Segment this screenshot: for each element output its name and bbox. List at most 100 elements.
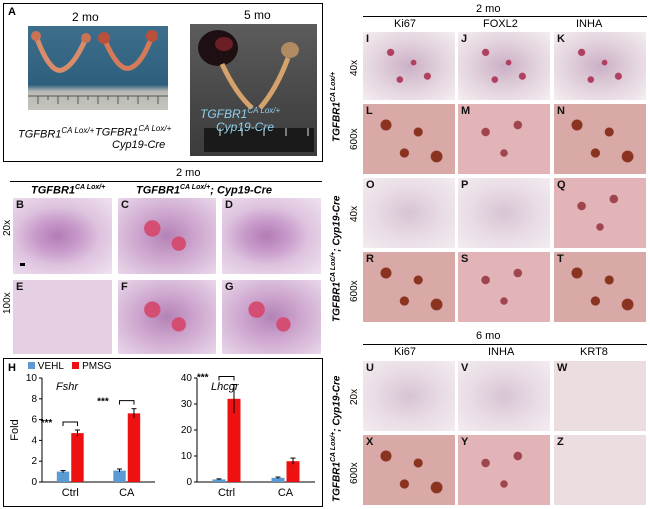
micrograph-e: E bbox=[13, 280, 112, 354]
micrograph-q: Q bbox=[554, 178, 646, 248]
chart-fshr: 0 2 4 6 8 10 Fshr Fold Ctrl *** CA *** bbox=[9, 373, 155, 499]
micrograph-v: V bbox=[458, 361, 550, 431]
bar-pmsg-ctrl bbox=[227, 398, 241, 482]
bar-pmsg-ca bbox=[127, 413, 141, 482]
uterus-illustration bbox=[28, 30, 168, 104]
photo-2mo-ovaries bbox=[28, 26, 168, 110]
micrograph-u: U bbox=[363, 361, 455, 431]
mag-600x-a: 600x bbox=[349, 128, 360, 150]
panel-a-age-right: 5 mo bbox=[244, 8, 271, 22]
marker-foxl2-top: FOXL2 bbox=[483, 18, 518, 30]
micrograph-z: Z bbox=[554, 435, 646, 505]
micrograph-o: O bbox=[363, 178, 455, 248]
mag-40x-b: 40x bbox=[349, 205, 360, 222]
panel-a-frame bbox=[3, 3, 323, 162]
micrograph-j: J bbox=[458, 32, 550, 100]
micrograph-x: X bbox=[363, 435, 455, 505]
significance-bracket bbox=[218, 376, 235, 381]
y-tick-label: 10 bbox=[26, 373, 38, 384]
panel-ik-age: 2 mo bbox=[476, 3, 501, 15]
y-tick-label: 20 bbox=[181, 425, 193, 436]
y-tick-label: 6 bbox=[31, 415, 37, 426]
panel-h-frame bbox=[3, 358, 323, 507]
significance-bracket bbox=[62, 421, 78, 426]
panel-a-geno-mid-cre: Cyp19-Cre bbox=[112, 139, 166, 151]
photo-5mo-caption: TGFBR1CA Lox/+ bbox=[200, 106, 281, 121]
micrograph-l: L bbox=[363, 104, 455, 174]
bar-vehl-ctrl bbox=[212, 479, 226, 482]
marker-krt8-bottom: KRT8 bbox=[580, 346, 608, 358]
panel-a-age-left: 2 mo bbox=[72, 10, 99, 24]
panel-bg-geno-left: TGFBR1CA Lox/+ bbox=[31, 184, 106, 197]
significance-stars: *** bbox=[197, 373, 209, 384]
panel-bg-age: 2 mo bbox=[176, 167, 201, 179]
micrograph-p: P bbox=[458, 178, 550, 248]
x-tick-label: Ctrl bbox=[62, 487, 79, 499]
micrograph-g: G bbox=[222, 280, 321, 354]
panel-h-letter: H bbox=[8, 362, 16, 374]
y-tick-label: 2 bbox=[31, 456, 37, 467]
panel-bg-geno-right: TGFBR1CA Lox/+; Cyp19-Cre bbox=[136, 184, 273, 197]
panel-uz-age: 6 mo bbox=[476, 330, 501, 342]
x-tick-label: CA bbox=[278, 487, 294, 499]
micrograph-d: D bbox=[222, 198, 321, 274]
legend-label-vehl: VEHL bbox=[37, 361, 64, 372]
panel-bg-rule bbox=[10, 181, 322, 182]
photo-5mo-caption-cre: Cyp19-Cre bbox=[216, 120, 275, 134]
bar-vehl-ctrl bbox=[56, 471, 70, 482]
marker-inha-bottom: INHA bbox=[488, 346, 515, 358]
mag-600x-uz: 600x bbox=[349, 462, 360, 484]
y-tick-label: 40 bbox=[181, 373, 193, 384]
legend-swatch-vehl bbox=[28, 362, 35, 369]
bar-pmsg-ca bbox=[286, 461, 300, 482]
micrograph-k: K bbox=[554, 32, 646, 100]
photo-5mo-ovaries: TGFBR1CA Lox/+ Cyp19-Cre bbox=[190, 24, 317, 156]
mag-40x-a: 40x bbox=[349, 59, 360, 76]
x-tick-label: CA bbox=[119, 487, 135, 499]
legend-label-pmsg: PMSG bbox=[82, 361, 112, 372]
x-tick-label: Ctrl bbox=[218, 487, 235, 499]
panel-a-geno-mid: TGFBR1CA Lox/+ bbox=[95, 124, 172, 139]
legend-swatch-pmsg bbox=[72, 362, 80, 369]
micrograph-m: M bbox=[458, 104, 550, 174]
micrograph-b: B bbox=[13, 198, 112, 274]
bar-charts: 0 2 4 6 8 10 Fshr Fold Ctrl *** CA *** 0 10 20 30 40 Lhc… bbox=[9, 373, 315, 499]
geno-ik-bottom: TGFBR1CA Lox/+; Cyp19-Cre bbox=[330, 195, 343, 322]
chart-title: Fshr bbox=[56, 381, 79, 393]
marker-ki67-bottom: Ki67 bbox=[394, 346, 417, 358]
tumor-illustration bbox=[198, 30, 314, 152]
y-tick-label: 10 bbox=[181, 451, 193, 462]
bar-pmsg-ctrl bbox=[71, 433, 84, 482]
significance-stars: *** bbox=[41, 418, 53, 429]
panel-a-letter: A bbox=[8, 6, 16, 18]
chart-lhcgr: 0 10 20 30 40 Lhcgr Ctrl *** CA bbox=[181, 373, 315, 499]
legend: VEHL PMSG bbox=[28, 361, 112, 372]
y-tick-label: 0 bbox=[31, 477, 37, 488]
panel-ik-rule bbox=[363, 16, 647, 17]
micrograph-f: F bbox=[118, 280, 216, 354]
y-tick-label: 0 bbox=[186, 477, 192, 488]
geno-ik-top: TGFBR1CA Lox/+ bbox=[330, 71, 343, 142]
mag-20x-uz: 20x bbox=[349, 388, 360, 405]
bar-vehl-ca bbox=[113, 470, 126, 482]
micrograph-y: Y bbox=[458, 435, 550, 505]
micrograph-c: C bbox=[118, 198, 216, 274]
scale-bar bbox=[20, 263, 25, 266]
y-tick-label: 8 bbox=[31, 394, 37, 405]
micrograph-n: N bbox=[554, 104, 646, 174]
micrograph-r: R bbox=[363, 252, 455, 322]
y-axis-label: Fold bbox=[9, 419, 21, 440]
mag-600x-b: 600x bbox=[349, 280, 360, 302]
significance-stars: *** bbox=[97, 397, 109, 408]
marker-inha-top: INHA bbox=[576, 18, 603, 30]
y-tick-label: 4 bbox=[31, 435, 37, 446]
panel-uz-rule bbox=[363, 344, 647, 345]
micrograph-w: W bbox=[554, 361, 646, 431]
chart-title: Lhcgr bbox=[211, 381, 240, 393]
micrograph-t: T bbox=[554, 252, 646, 322]
y-tick-label: 30 bbox=[181, 399, 193, 410]
geno-uz: TGFBR1CA Lox/+; Cyp19-Cre bbox=[330, 375, 343, 502]
marker-ki67-top: Ki67 bbox=[394, 18, 417, 30]
significance-bracket bbox=[119, 400, 135, 405]
bar-vehl-ca bbox=[271, 477, 285, 482]
